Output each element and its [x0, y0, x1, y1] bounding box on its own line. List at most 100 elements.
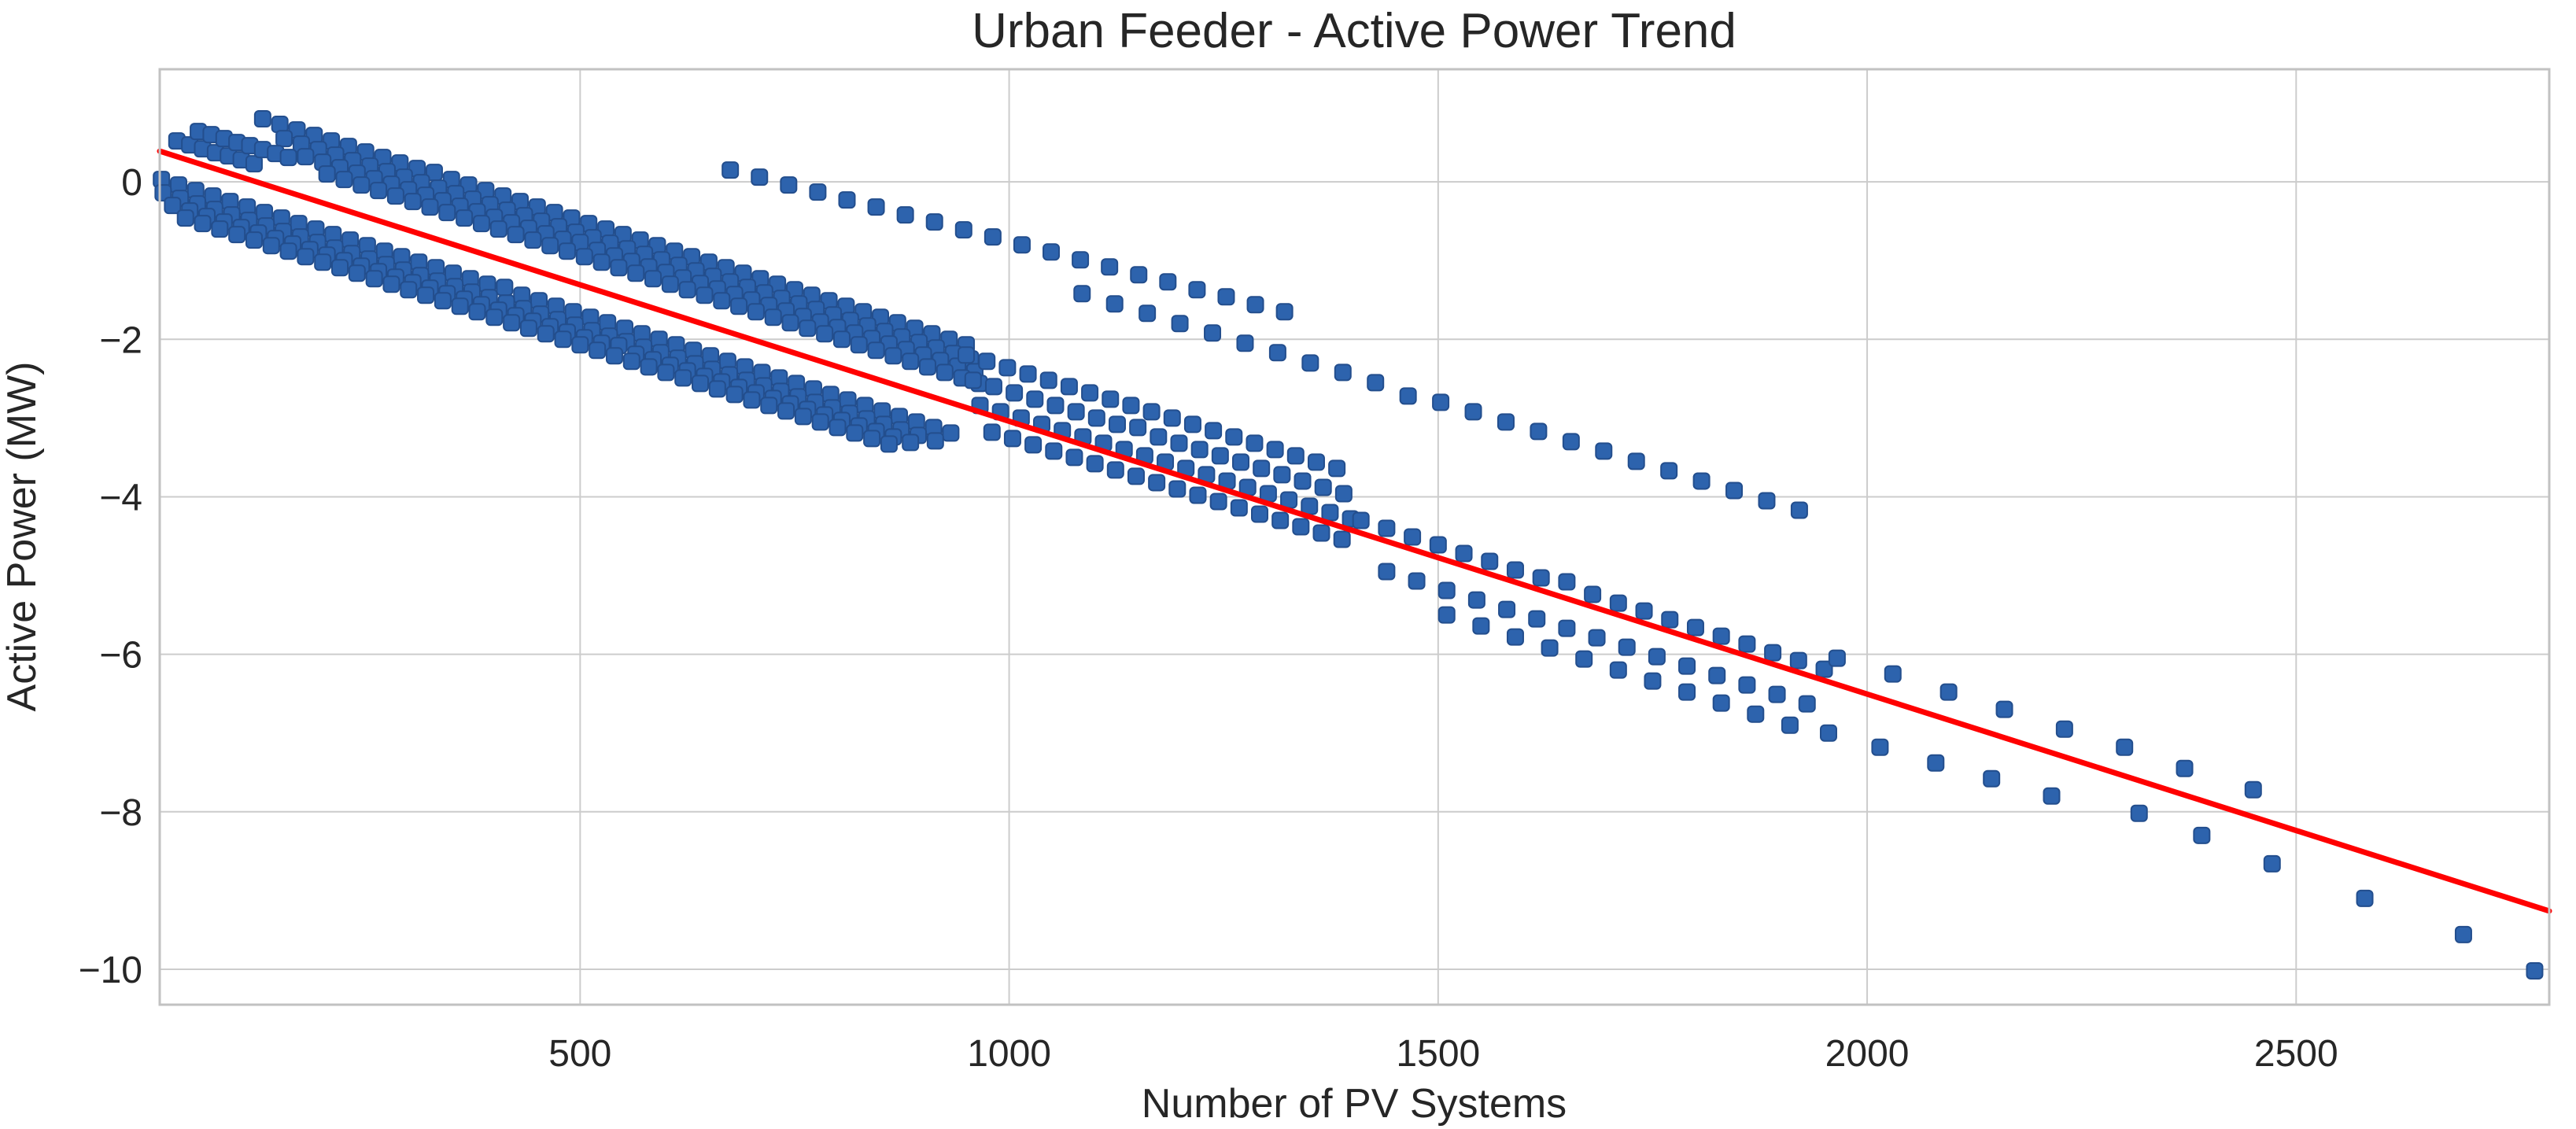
scatter-point [1558, 573, 1576, 591]
scatter-point [760, 397, 778, 415]
scatter-point [279, 242, 297, 260]
scatter-point [1273, 466, 1291, 484]
scatter-point [846, 424, 864, 442]
scatter-point [1286, 447, 1305, 465]
scatter-point [1321, 504, 1339, 522]
scatter-point [1692, 472, 1711, 490]
scatter-point [1768, 685, 1786, 703]
scatter-point [1828, 649, 1846, 667]
scatter-point [417, 286, 435, 304]
scatter-point [692, 374, 710, 393]
scatter-point [1246, 296, 1264, 314]
scatter-point [1130, 266, 1148, 284]
scatter-point [1635, 602, 1653, 620]
x-tick-label: 1000 [967, 1033, 1051, 1075]
scatter-point [297, 148, 315, 166]
scatter-point [678, 281, 696, 299]
scatter-point [228, 226, 246, 244]
scatter-point [1013, 236, 1031, 254]
scatter-point [1006, 384, 1024, 402]
scatter-point [1758, 492, 1776, 510]
scatter-point [571, 336, 589, 354]
scatter-point [1101, 258, 1119, 276]
scatter-point [696, 286, 714, 304]
scatter-point [404, 193, 422, 211]
scatter-point [503, 314, 521, 332]
scatter-point [1939, 683, 1958, 701]
scatter-point [1122, 397, 1140, 415]
scatter-point [1271, 511, 1290, 529]
scatter-point [1127, 467, 1145, 485]
scatter-point [297, 248, 315, 266]
scatter-point [1230, 499, 1248, 517]
scatter-point [1183, 415, 1201, 434]
scatter-point [954, 221, 972, 239]
scatter-point [1073, 285, 1091, 303]
scatter-point [1081, 384, 1099, 402]
scatter-point [400, 281, 418, 299]
scatter-point [1498, 600, 1516, 618]
scatter-point [1528, 610, 1546, 628]
scatter-point [925, 213, 943, 231]
scatter-point [640, 358, 658, 376]
scatter-point [984, 228, 1002, 246]
scatter-point [1437, 606, 1456, 624]
scatter-point [1328, 459, 1346, 478]
x-tick-label: 2500 [2254, 1033, 2338, 1075]
scatter-point [1043, 243, 1061, 261]
scatter-point [438, 204, 456, 222]
scatter-point [1246, 434, 1264, 452]
scatter-point [1661, 611, 1679, 629]
scatter-point [1039, 371, 1057, 389]
scatter-point [541, 237, 559, 255]
scatter-point [558, 242, 576, 260]
scatter-point [1575, 650, 1593, 668]
scatter-point [1314, 478, 1332, 496]
y-tick-label: −2 [99, 319, 142, 361]
x-tick-label: 500 [548, 1033, 611, 1075]
scatter-point [829, 419, 847, 437]
scatter-point [964, 371, 982, 389]
scatter-point [211, 220, 229, 238]
scatter-point [1209, 493, 1227, 511]
scatter-point [245, 231, 263, 249]
scatter-point [1815, 660, 1833, 678]
scatter-point [386, 187, 404, 205]
scatter-point [1139, 304, 1157, 323]
scatter-point [984, 378, 1002, 396]
scatter-point [627, 264, 645, 282]
scatter-point [1046, 397, 1065, 415]
scatter-point [335, 171, 353, 189]
scatter-point [1301, 497, 1319, 515]
scatter-point [958, 346, 976, 364]
scatter-point [1871, 738, 1889, 756]
scatter-point [902, 352, 920, 371]
scatter-point [451, 297, 469, 315]
scatter-point [780, 176, 798, 194]
scatter-point [880, 435, 898, 453]
scatter-point [1790, 501, 1808, 519]
scatter-point [713, 292, 731, 310]
scatter-point [896, 206, 914, 224]
scatter-point [1712, 694, 1730, 712]
scatter-point [2176, 759, 2194, 777]
scatter-point [1266, 441, 1284, 459]
scatter-point [554, 330, 572, 349]
scatter-point [262, 237, 280, 255]
scatter-point [1467, 591, 1485, 609]
scatter-point [1884, 665, 1902, 683]
scatter-point [1686, 618, 1704, 636]
scatter-point [1506, 628, 1524, 646]
scatter-point [176, 209, 194, 227]
scatter-point [1408, 572, 1426, 590]
scatter-point [1307, 453, 1325, 471]
scatter-point [978, 352, 996, 371]
scatter-point [1609, 594, 1627, 612]
scatter-point [1087, 409, 1105, 427]
scatter-point [1660, 462, 1678, 480]
scatter-point [1609, 661, 1627, 679]
scatter-point [434, 292, 452, 310]
scatter-point [1211, 447, 1229, 465]
x-tick-label: 1500 [1396, 1033, 1480, 1075]
